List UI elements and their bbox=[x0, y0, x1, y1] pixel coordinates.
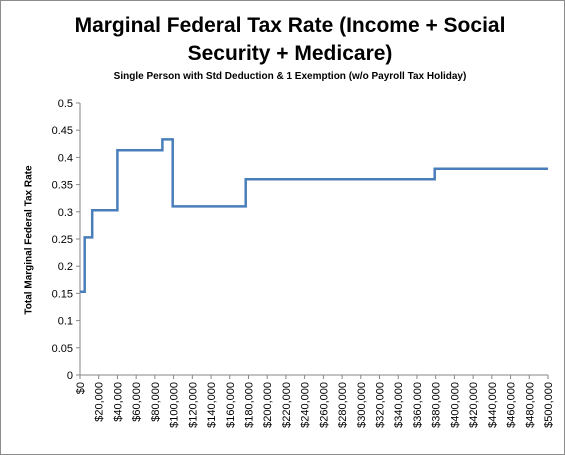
y-tick-label: 0.45 bbox=[52, 125, 73, 137]
x-tick-label: $480,000 bbox=[524, 382, 536, 428]
x-tick-label: $360,000 bbox=[412, 382, 424, 428]
x-tick-label: $100,000 bbox=[169, 382, 181, 428]
x-tick-label: $220,000 bbox=[281, 382, 293, 428]
x-tick-label: $320,000 bbox=[375, 382, 387, 428]
x-tick-label: $340,000 bbox=[393, 382, 405, 428]
y-tick-label: 0.2 bbox=[58, 261, 73, 273]
x-tick-label: $180,000 bbox=[243, 382, 255, 428]
y-tick-label: 0.15 bbox=[52, 288, 73, 300]
y-tick-label: 0 bbox=[67, 370, 73, 382]
x-tick-label: $500,000 bbox=[543, 382, 555, 428]
y-tick-label: 0.25 bbox=[52, 234, 73, 246]
x-tick-label: $20,000 bbox=[94, 382, 106, 422]
x-tick-label: $380,000 bbox=[431, 382, 443, 428]
y-tick-label: 0.05 bbox=[52, 343, 73, 355]
y-tick-label: 0.5 bbox=[58, 98, 73, 110]
x-tick-label: $440,000 bbox=[487, 382, 499, 428]
series-line bbox=[80, 138, 548, 294]
x-tick-label: $200,000 bbox=[262, 382, 274, 428]
chart-title-line-1: Marginal Federal Tax Rate (Income + Soci… bbox=[74, 14, 506, 37]
x-tick-label: $160,000 bbox=[225, 382, 237, 428]
y-tick-label: 0.4 bbox=[58, 152, 73, 164]
x-tick-label: $260,000 bbox=[318, 382, 330, 428]
x-tick-label: $280,000 bbox=[337, 382, 349, 428]
x-tick-label: $420,000 bbox=[468, 382, 480, 428]
x-tick-label: $300,000 bbox=[356, 382, 368, 428]
x-tick-label: $0 bbox=[75, 382, 87, 394]
chart-title: Marginal Federal Tax Rate (Income + Soci… bbox=[40, 12, 540, 68]
x-tick-label: $120,000 bbox=[187, 382, 199, 428]
chart-title-line-2: Security + Medicare) bbox=[187, 42, 393, 65]
x-tick-label: $400,000 bbox=[449, 382, 461, 428]
x-tick-label: $140,000 bbox=[206, 382, 218, 428]
y-tick-label: 0.1 bbox=[58, 316, 73, 328]
x-tick-label: $40,000 bbox=[112, 382, 124, 422]
x-tick-label: $460,000 bbox=[506, 382, 518, 428]
x-tick-label: $80,000 bbox=[150, 382, 162, 422]
x-tick-label: $60,000 bbox=[131, 382, 143, 422]
x-tick-label: $240,000 bbox=[300, 382, 312, 428]
y-tick-label: 0.35 bbox=[52, 180, 73, 192]
chart-subtitle: Single Person with Std Deduction & 1 Exe… bbox=[113, 71, 467, 82]
y-tick-label: 0.3 bbox=[58, 207, 73, 219]
